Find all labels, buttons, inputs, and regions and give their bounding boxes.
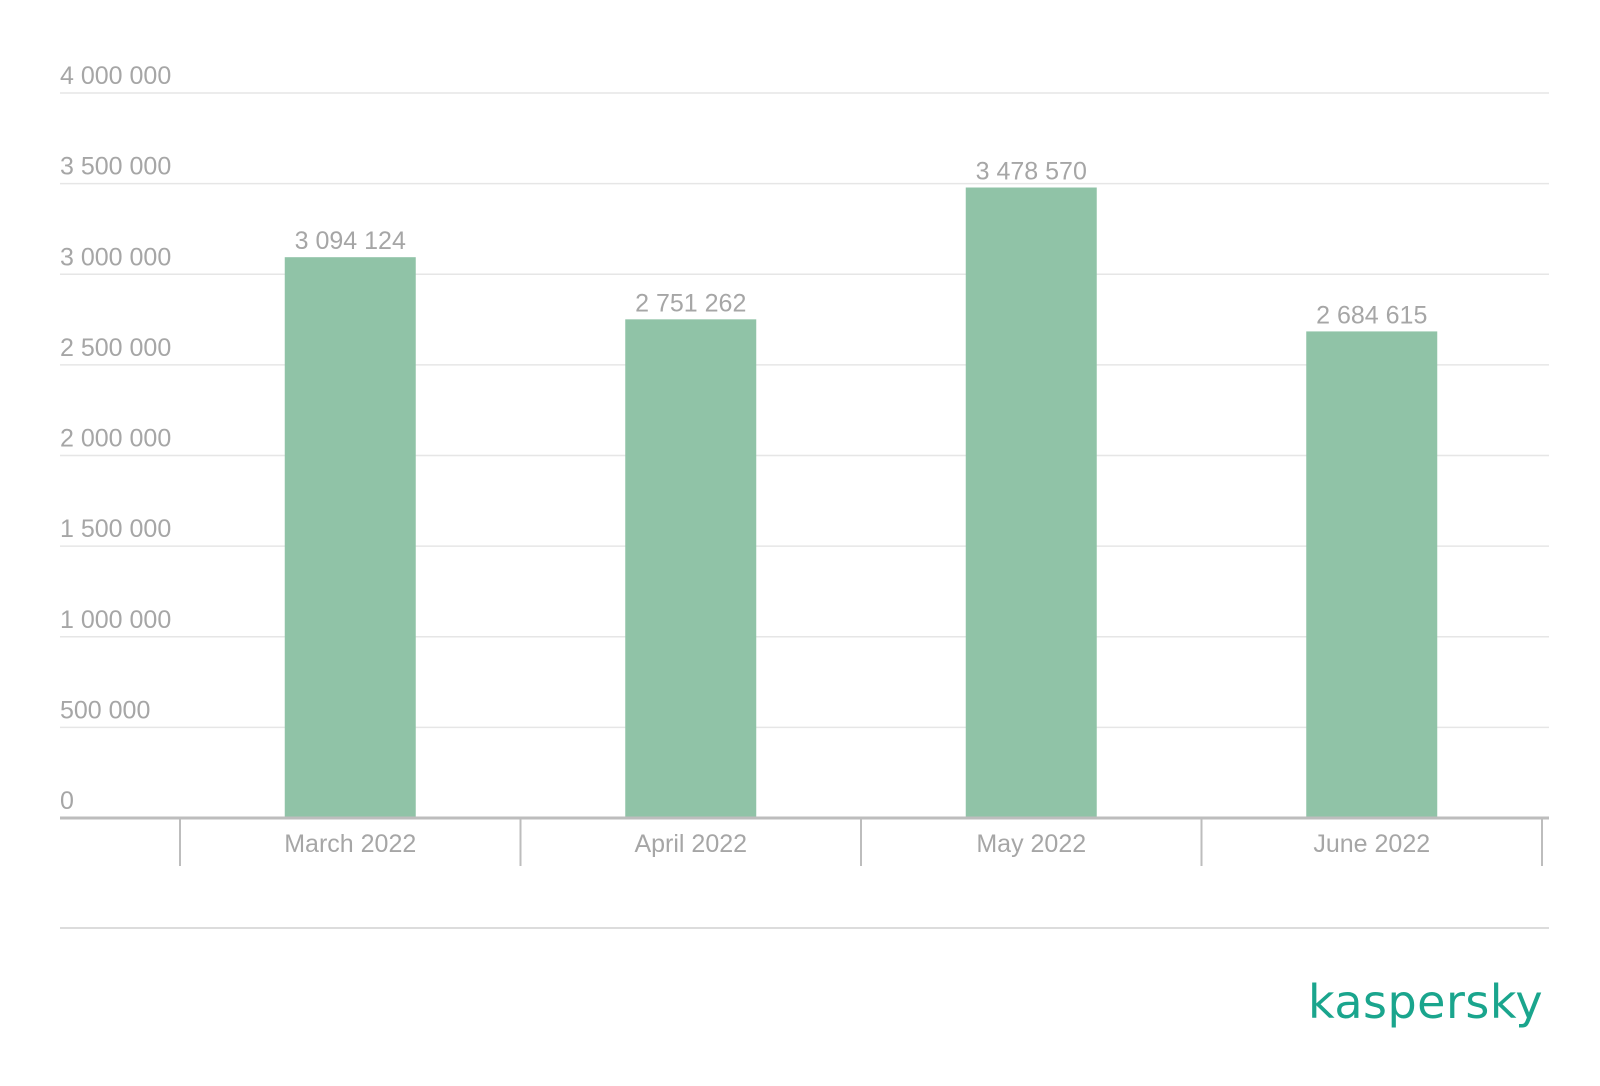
y-tick-label: 4 000 000 xyxy=(60,62,171,90)
x-tick-label: June 2022 xyxy=(1313,830,1430,858)
x-tick-label: May 2022 xyxy=(976,830,1086,858)
bar xyxy=(625,319,757,818)
x-axis xyxy=(60,816,1549,866)
bar xyxy=(284,257,416,818)
footer-divider xyxy=(60,927,1549,929)
data-label: 2 751 262 xyxy=(635,289,746,317)
y-axis-tick-labels: 0 500 000 1 000 000 1 500 000 2 000 000 2 500… xyxy=(60,62,171,815)
data-labels: 3 094 124 2 751 262 3 478 570 2 684 615 xyxy=(295,158,1428,330)
kaspersky-logo: kaspersky xyxy=(1308,975,1544,1029)
data-label: 3 478 570 xyxy=(976,158,1087,186)
bar-chart: 0 500 000 1 000 000 1 500 000 2 000 000 2 500… xyxy=(60,62,1549,866)
bars xyxy=(284,187,1438,819)
y-tick-label: 2 000 000 xyxy=(60,425,171,453)
y-tick-label: 500 000 xyxy=(60,696,150,724)
x-axis-category-labels: March 2022 April 2022 May 2022 June 2022 xyxy=(284,830,1430,858)
y-tick-label: 1 000 000 xyxy=(60,606,171,634)
data-label: 2 684 615 xyxy=(1316,301,1427,329)
x-tick-label: April 2022 xyxy=(634,830,747,858)
y-tick-label: 3 500 000 xyxy=(60,153,171,181)
y-tick-label: 2 500 000 xyxy=(60,334,171,362)
x-tick-label: March 2022 xyxy=(284,830,416,858)
y-tick-label: 1 500 000 xyxy=(60,515,171,543)
bar xyxy=(1306,331,1438,818)
data-label: 3 094 124 xyxy=(295,227,406,255)
y-tick-label: 0 xyxy=(60,787,74,815)
y-tick-label: 3 000 000 xyxy=(60,243,171,271)
bar xyxy=(965,187,1097,819)
